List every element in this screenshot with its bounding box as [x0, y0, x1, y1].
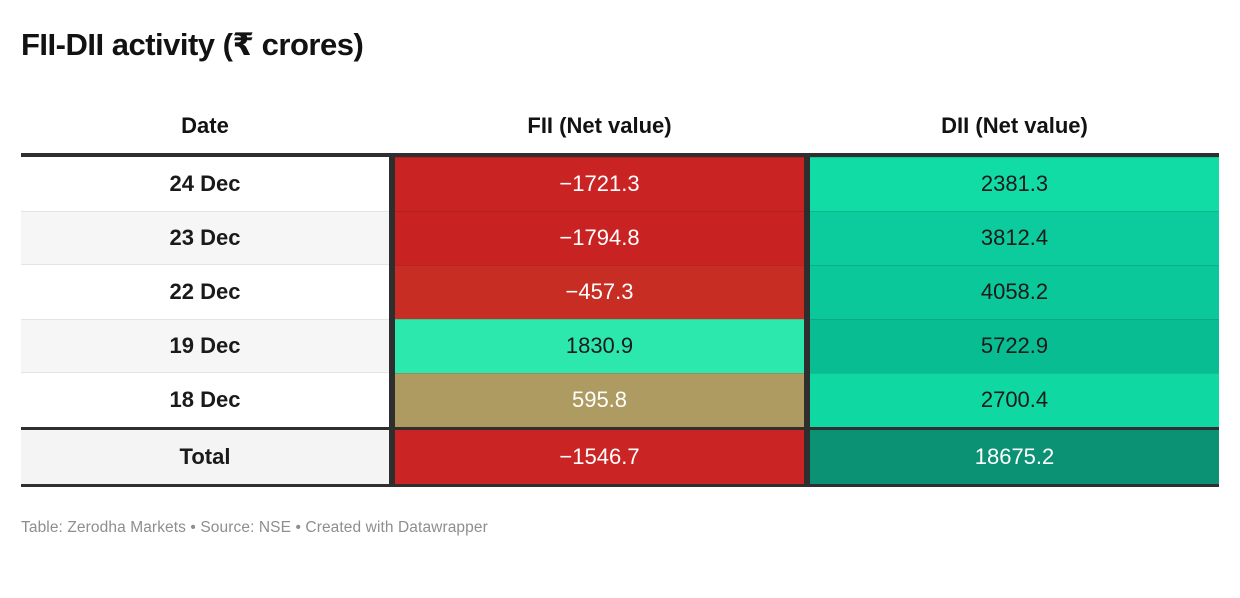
- column-divider: [804, 373, 810, 428]
- fii-value-cell: −1794.8: [395, 211, 804, 266]
- column-divider: [804, 430, 810, 485]
- datawrapper-table-page: FII-DII activity (₹ crores) Date FII (Ne…: [21, 27, 1219, 537]
- date-cell: 22 Dec: [21, 265, 389, 320]
- column-divider: [389, 157, 395, 212]
- dii-value-cell: 2381.3: [810, 157, 1219, 212]
- column-divider: [804, 319, 810, 374]
- date-cell: 24 Dec: [21, 157, 389, 212]
- fii-value-cell: 1830.9: [395, 319, 804, 374]
- table-row: 24 Dec −1721.3 2381.3: [21, 157, 1219, 212]
- column-divider: [389, 265, 395, 320]
- total-dii-cell: 18675.2: [810, 430, 1219, 485]
- fii-value-cell: −1721.3: [395, 157, 804, 212]
- total-fii-cell: −1546.7: [395, 430, 804, 485]
- table-row: 19 Dec 1830.9 5722.9: [21, 319, 1219, 374]
- fii-value-cell: 595.8: [395, 373, 804, 428]
- fii-value-cell: −457.3: [395, 265, 804, 320]
- fii-dii-table: Date FII (Net value) DII (Net value) 24 …: [21, 99, 1219, 488]
- total-label-cell: Total: [21, 430, 389, 485]
- column-divider: [389, 211, 395, 266]
- table-header-row: Date FII (Net value) DII (Net value): [21, 99, 1219, 158]
- attribution-text: Table: Zerodha Markets • Source: NSE • C…: [21, 519, 488, 537]
- date-cell: 23 Dec: [21, 211, 389, 266]
- table-row: 22 Dec −457.3 4058.2: [21, 265, 1219, 320]
- column-divider: [389, 373, 395, 428]
- table-total-row: Total −1546.7 18675.2: [21, 427, 1219, 488]
- dii-value-cell: 4058.2: [810, 265, 1219, 320]
- table-row: 18 Dec 595.8 2700.4: [21, 373, 1219, 428]
- column-header-dii: DII (Net value): [941, 113, 1088, 139]
- column-header-date: Date: [181, 113, 229, 139]
- dii-value-cell: 3812.4: [810, 211, 1219, 266]
- column-divider: [389, 430, 395, 485]
- date-cell: 19 Dec: [21, 319, 389, 374]
- column-header-fii: FII (Net value): [527, 113, 672, 139]
- date-cell: 18 Dec: [21, 373, 389, 428]
- page-title: FII-DII activity (₹ crores): [21, 27, 364, 62]
- column-divider: [389, 319, 395, 374]
- dii-value-cell: 2700.4: [810, 373, 1219, 428]
- dii-value-cell: 5722.9: [810, 319, 1219, 374]
- column-divider: [804, 265, 810, 320]
- column-divider: [804, 157, 810, 212]
- column-divider: [804, 211, 810, 266]
- table-row: 23 Dec −1794.8 3812.4: [21, 211, 1219, 266]
